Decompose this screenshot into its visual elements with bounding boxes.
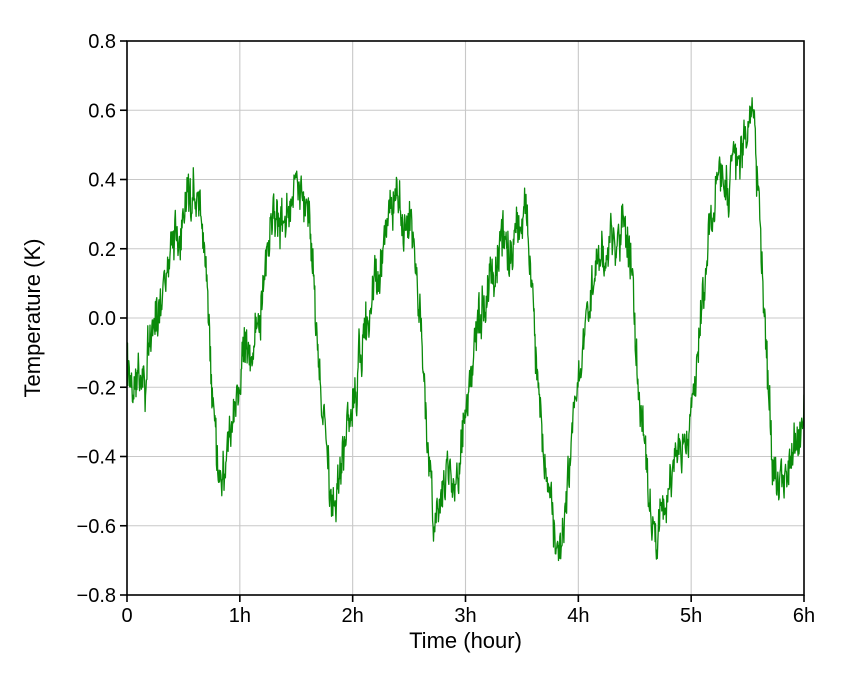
- y-tick-label: 0.0: [88, 308, 116, 330]
- x-tick-label: 2h: [342, 605, 364, 627]
- x-axis-title: Time (hour): [409, 628, 522, 653]
- x-tick-label: 0: [121, 605, 132, 627]
- y-axis-title: Temperature (K): [20, 238, 45, 398]
- x-tick-label: 3h: [454, 605, 476, 627]
- y-tick-label: 0.8: [88, 31, 116, 53]
- y-tick-label: 0.4: [88, 170, 116, 192]
- x-tick-label: 6h: [793, 605, 815, 627]
- y-tick-label: −0.8: [77, 585, 116, 607]
- x-tick-label: 4h: [567, 605, 589, 627]
- temperature-line: [127, 97, 804, 562]
- y-tick-label: 0.2: [88, 239, 116, 261]
- y-tick-label: −0.6: [77, 516, 116, 538]
- x-tick-label: 5h: [680, 605, 702, 627]
- y-tick-label: −0.2: [77, 377, 116, 399]
- y-tick-label: 0.6: [88, 100, 116, 122]
- x-tick-label: 1h: [229, 605, 251, 627]
- y-tick-label: −0.4: [77, 447, 116, 469]
